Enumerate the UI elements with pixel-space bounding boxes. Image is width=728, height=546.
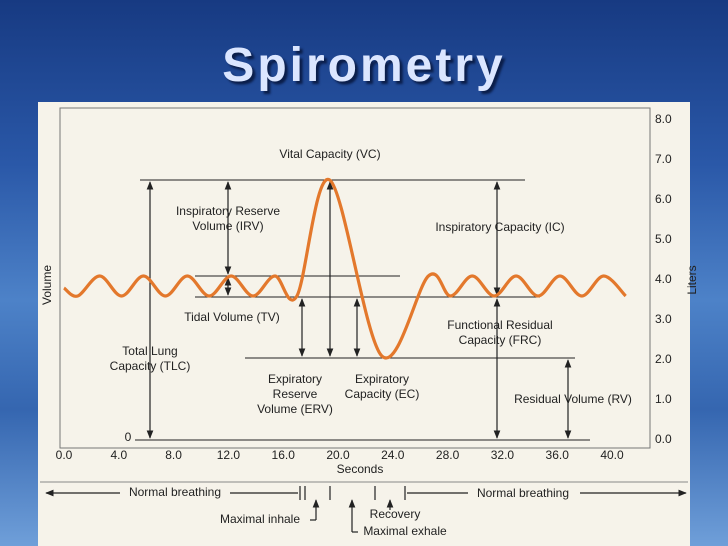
annotation: Capacity (FRC) bbox=[459, 333, 542, 347]
x-tick-label: 24.0 bbox=[381, 448, 405, 462]
x-tick-label: 0.0 bbox=[56, 448, 73, 462]
annotation: Functional Residual bbox=[447, 318, 552, 332]
annotation: Reserve bbox=[273, 387, 318, 401]
x-tick-label: 8.0 bbox=[165, 448, 182, 462]
annotation: Residual Volume (RV) bbox=[514, 392, 632, 406]
x-tick-label: 4.0 bbox=[110, 448, 127, 462]
y-tick-label: 0.0 bbox=[655, 432, 672, 446]
y-tick-label: 8.0 bbox=[655, 112, 672, 126]
x-tick-label: 20.0 bbox=[326, 448, 350, 462]
annotation: Inspiratory Reserve bbox=[176, 204, 280, 218]
x-tick-label: 40.0 bbox=[600, 448, 624, 462]
volume-line bbox=[63, 178, 627, 360]
annotations: Vital Capacity (VC)Inspiratory ReserveVo… bbox=[110, 147, 632, 538]
x-tick-label: 12.0 bbox=[217, 448, 241, 462]
y-tick-label: 7.0 bbox=[655, 152, 672, 166]
reference-lines bbox=[135, 179, 590, 441]
x-axis-label: Seconds bbox=[337, 462, 384, 476]
y-axis-label: Volume bbox=[40, 265, 54, 305]
y-axis-unit: Liters bbox=[685, 265, 699, 294]
annotation: Maximal inhale bbox=[220, 512, 300, 526]
annotation: Recovery bbox=[370, 507, 421, 521]
y-tick-label: 2.0 bbox=[655, 352, 672, 366]
x-tick-label: 32.0 bbox=[491, 448, 515, 462]
annotation: Vital Capacity (VC) bbox=[279, 147, 380, 161]
annotation: Volume (IRV) bbox=[192, 219, 263, 233]
annotation: Tidal Volume (TV) bbox=[184, 310, 280, 324]
annotation: Normal breathing bbox=[129, 485, 221, 499]
x-tick-label: 16.0 bbox=[272, 448, 296, 462]
plot-frame bbox=[59, 107, 651, 449]
y-tick-label: 6.0 bbox=[655, 192, 672, 206]
x-tick-label: 36.0 bbox=[546, 448, 570, 462]
annotation: 0 bbox=[125, 430, 132, 444]
annotation: Maximal exhale bbox=[363, 524, 447, 538]
timeline bbox=[45, 486, 687, 533]
y-tick-label: 3.0 bbox=[655, 312, 672, 326]
annotation: Expiratory bbox=[268, 372, 322, 386]
annotation: Inspiratory Capacity (IC) bbox=[435, 220, 564, 234]
annotation: Normal breathing bbox=[477, 486, 569, 500]
annotation: Capacity (EC) bbox=[345, 387, 420, 401]
annotation: Volume (ERV) bbox=[257, 402, 333, 416]
paper bbox=[38, 102, 690, 546]
annotation: Capacity (TLC) bbox=[110, 359, 191, 373]
slide-title: Spirometry bbox=[222, 39, 506, 92]
y-tick-label: 4.0 bbox=[655, 272, 672, 286]
annotation: Total Lung bbox=[122, 344, 177, 358]
y-tick-label: 1.0 bbox=[655, 392, 672, 406]
annotation: Expiratory bbox=[355, 372, 409, 386]
y-tick-label: 5.0 bbox=[655, 232, 672, 246]
x-tick-label: 28.0 bbox=[436, 448, 460, 462]
